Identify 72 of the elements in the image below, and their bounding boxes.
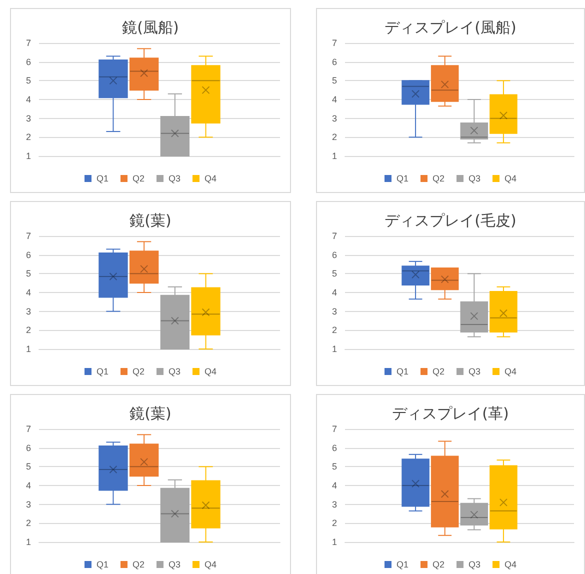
legend-label: Q4	[204, 174, 217, 184]
y-tick-label: 4	[26, 480, 31, 490]
y-tick-label: 2	[332, 518, 337, 528]
y-tick-label: 5	[26, 76, 31, 86]
chart-title: 鏡(葉)	[130, 212, 172, 230]
legend-label: Q1	[96, 366, 109, 376]
legend-label: Q4	[504, 366, 517, 376]
y-tick-label: 1	[26, 537, 31, 547]
y-tick-label: 6	[332, 442, 337, 453]
y-tick-label: 5	[332, 268, 337, 279]
y-tick-label: 1	[332, 344, 337, 354]
y-tick-label: 6	[332, 250, 337, 260]
y-tick-label: 7	[332, 424, 337, 434]
y-tick-label: 6	[26, 56, 31, 67]
legend-label: Q1	[96, 174, 109, 184]
y-tick-label: 2	[26, 518, 31, 528]
y-tick-label: 6	[332, 56, 337, 67]
legend-label: Q1	[396, 560, 409, 570]
legend-label: Q4	[504, 174, 517, 184]
legend-label: Q2	[132, 560, 145, 570]
y-tick-label: 7	[26, 231, 31, 241]
y-tick-label: 5	[332, 76, 337, 86]
legend-label: Q3	[468, 560, 481, 570]
chart-title: 鏡(葉)	[130, 404, 172, 422]
y-tick-label: 1	[332, 537, 337, 547]
y-tick-label: 2	[332, 325, 337, 336]
y-tick-label: 3	[26, 499, 31, 510]
legend-label: Q1	[396, 366, 409, 376]
y-tick-label: 3	[26, 113, 31, 124]
y-tick-label: 2	[26, 325, 31, 336]
y-tick-label: 6	[26, 442, 31, 453]
legend-label: Q4	[204, 366, 217, 376]
y-tick-label: 3	[332, 306, 337, 316]
y-tick-label: 7	[332, 38, 337, 48]
y-tick-label: 4	[332, 288, 337, 298]
legend-label: Q2	[132, 174, 145, 184]
y-tick-label: 7	[332, 231, 337, 241]
legend-label: Q1	[96, 560, 109, 570]
chart-title: ディスプレイ(毛皮)	[384, 212, 516, 230]
legend-label: Q2	[432, 366, 445, 376]
y-tick-label: 7	[26, 38, 31, 48]
y-tick-label: 4	[26, 94, 31, 104]
y-tick-label: 3	[332, 499, 337, 510]
legend-label: Q2	[432, 560, 445, 570]
legend-label: Q3	[168, 174, 181, 184]
legend-label: Q1	[396, 174, 409, 184]
y-tick-label: 1	[26, 344, 31, 354]
y-tick-label: 4	[26, 288, 31, 298]
legend-label: Q4	[504, 560, 517, 570]
legend-label: Q2	[432, 174, 445, 184]
y-tick-label: 1	[332, 151, 337, 161]
y-tick-label: 5	[332, 462, 337, 472]
legend-label: Q4	[204, 560, 217, 570]
legend-label: Q3	[168, 366, 181, 376]
y-tick-label: 7	[26, 424, 31, 434]
y-tick-label: 1	[26, 151, 31, 161]
y-tick-label: 5	[26, 462, 31, 472]
legend-label: Q3	[168, 560, 181, 570]
y-tick-label: 6	[26, 250, 31, 260]
legend-label: Q3	[468, 174, 481, 184]
chart-title: ディスプレイ(風船)	[384, 18, 516, 36]
y-tick-label: 2	[332, 132, 337, 142]
legend-label: Q3	[468, 366, 481, 376]
y-tick-label: 3	[26, 306, 31, 316]
y-tick-label: 4	[332, 480, 337, 490]
y-tick-label: 5	[26, 268, 31, 279]
y-tick-label: 4	[332, 94, 337, 104]
chart-title: 鏡(風船)	[122, 18, 179, 36]
y-tick-label: 3	[332, 113, 337, 124]
y-tick-label: 2	[26, 132, 31, 142]
chart-title: ディスプレイ(革)	[392, 404, 509, 422]
legend-label: Q2	[132, 366, 145, 376]
